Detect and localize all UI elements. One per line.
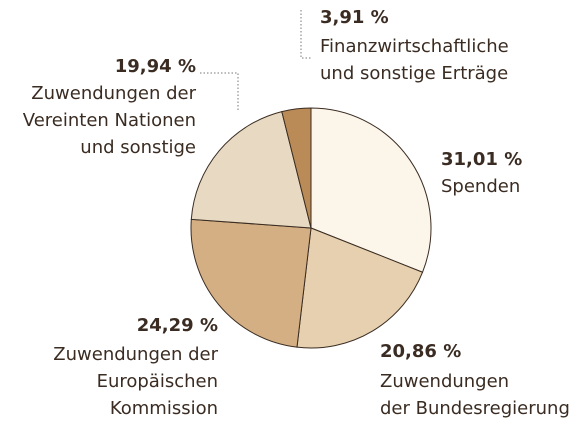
category-label: Europäischen <box>97 371 218 392</box>
pie-slice <box>190 218 312 348</box>
value-label: 24,29 % <box>137 315 218 336</box>
pie-slice <box>190 110 312 229</box>
pie-slice <box>281 107 312 229</box>
category-label: Finanzwirtschaftliche <box>320 36 509 57</box>
leader-line <box>300 10 311 59</box>
category-label: und sonstige <box>80 137 196 158</box>
leader-line <box>200 72 239 110</box>
value-label: 20,86 % <box>380 341 461 362</box>
category-label: Zuwendungen der <box>53 344 218 365</box>
category-label: Zuwendungen <box>380 371 509 392</box>
category-label: Spenden <box>441 176 520 197</box>
value-label: 3,91 % <box>320 7 389 28</box>
category-label: Vereinten Nationen <box>23 110 196 131</box>
value-label: 31,01 % <box>441 149 522 170</box>
pie-slice <box>296 227 424 349</box>
pie-slice <box>310 107 432 273</box>
category-label: und sonstige Erträge <box>320 63 508 84</box>
category-label: Kommission <box>110 398 218 419</box>
category-label: Zuwendungen der <box>31 83 196 104</box>
value-label: 19,94 % <box>115 56 196 77</box>
category-label: der Bundesregierung <box>380 398 570 419</box>
